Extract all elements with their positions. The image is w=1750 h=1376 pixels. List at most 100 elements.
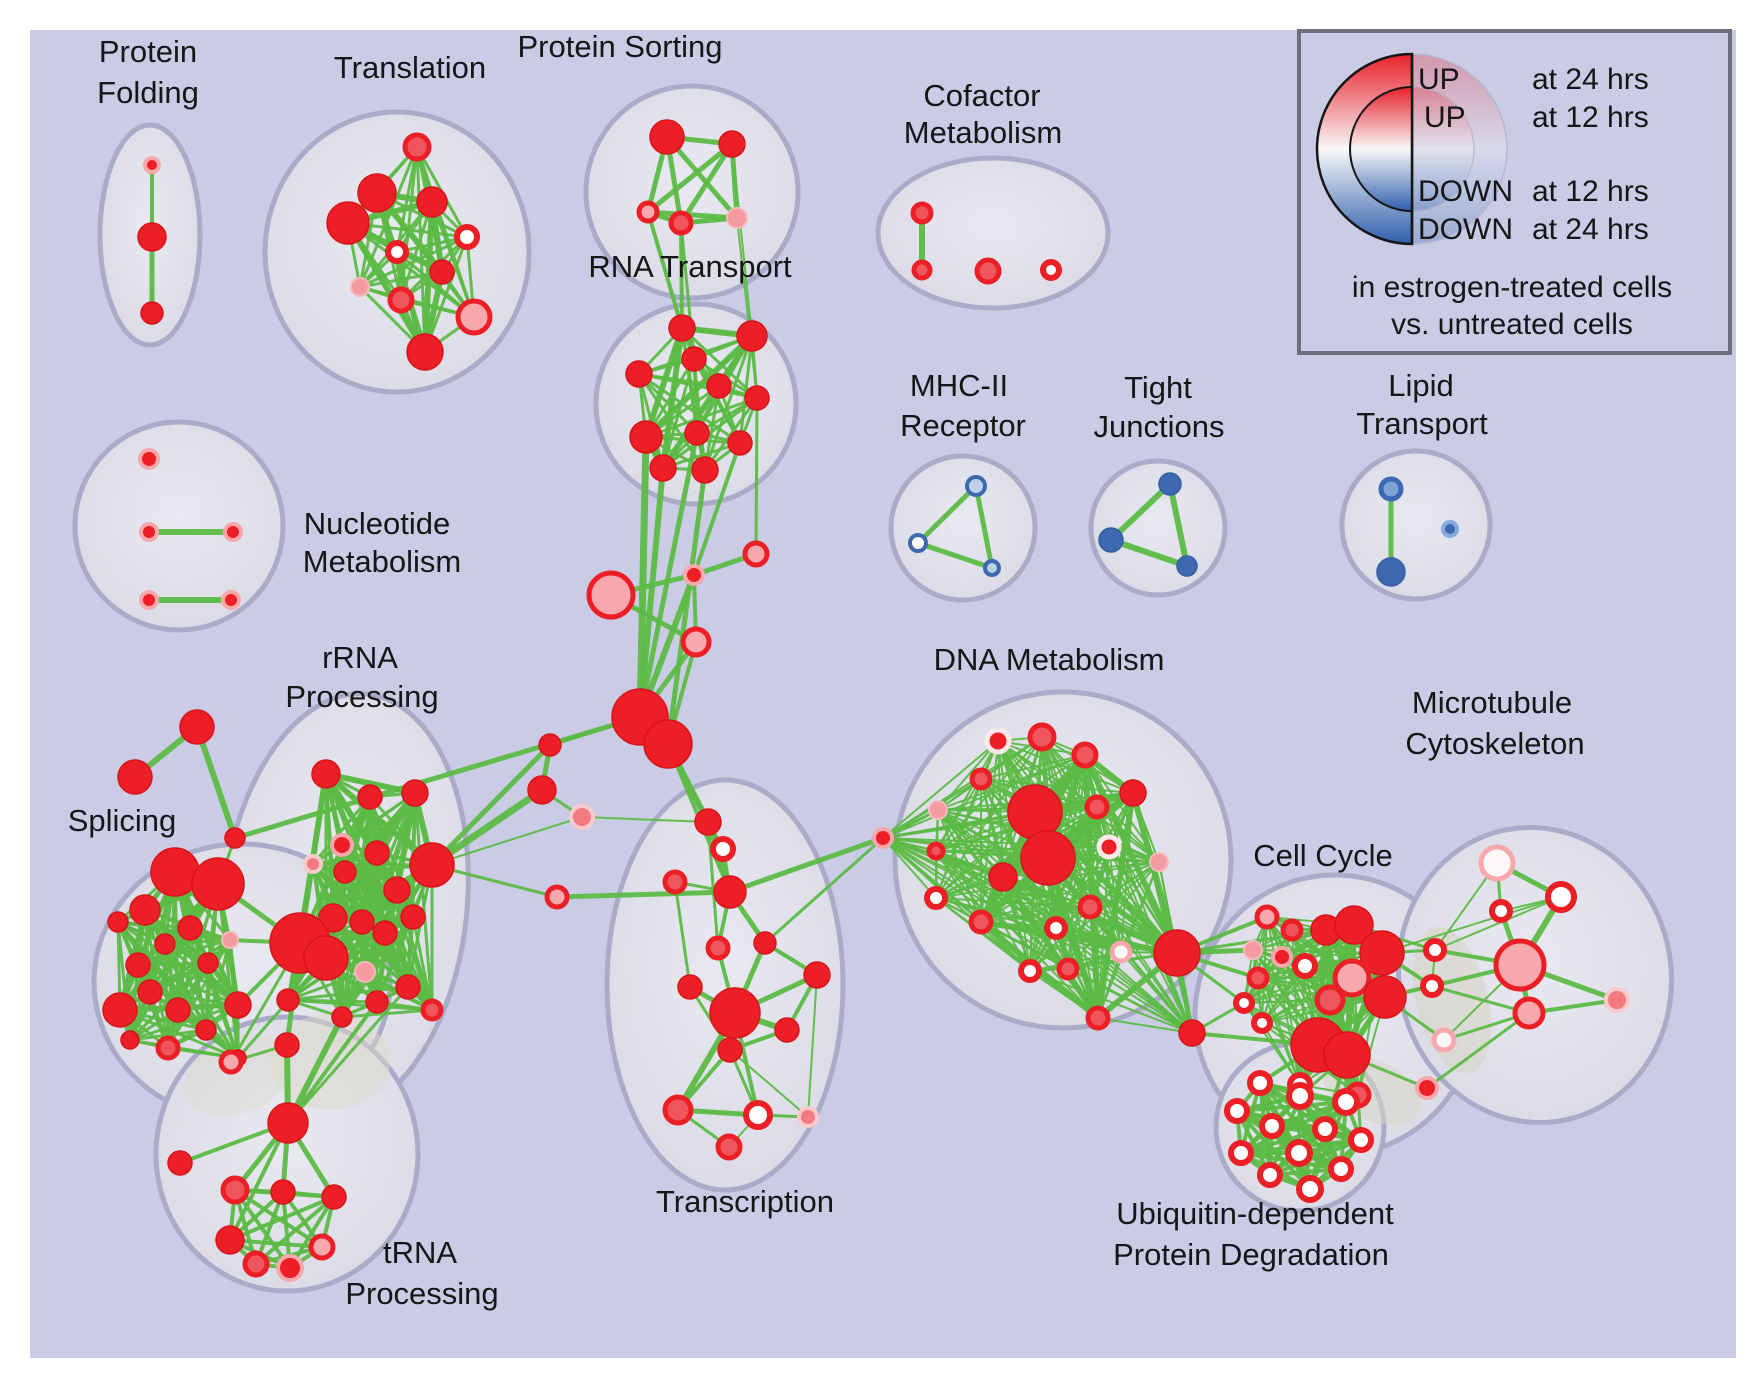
gene-node [387,286,415,314]
gene-node [385,240,409,264]
interaction-edge [228,1195,336,1242]
cluster-label-ub: Protein Degradation [1113,1237,1389,1272]
gene-node [395,974,421,1000]
interaction-edge [1108,481,1173,543]
gene-node [139,522,159,542]
interaction-edge [1108,537,1190,569]
gene-node [726,207,748,229]
interaction-edge [323,771,435,868]
gene-node [1018,959,1042,983]
gene-node [1176,555,1198,577]
gene-node [910,201,934,225]
gene-node [429,259,455,285]
gene-node [1280,918,1304,942]
gene-node [140,301,164,325]
gene-node [267,1102,309,1144]
gene-node [1348,1127,1374,1153]
gene-node [705,935,731,961]
interaction-edge [194,724,238,841]
cluster-label-tj: Junctions [1094,409,1225,444]
cluster-label-ps: Protein Sorting [517,29,722,64]
interaction-edge [915,483,979,546]
gene-node [416,186,448,218]
gene-node [197,952,219,974]
gene-node [649,119,685,155]
interaction-edge [645,141,735,215]
gene-node [1271,946,1293,968]
gene-node [308,1233,336,1261]
cluster-label-pf: Protein [99,34,197,69]
interaction-edge [703,334,754,472]
interaction-edge [882,837,937,899]
gene-node [311,759,341,789]
cluster-label-tc: Transcription [656,1184,834,1219]
gene-node [709,987,761,1039]
gene-node [538,733,562,757]
interaction-edge [997,740,1098,808]
gene-node [221,931,239,949]
interaction-edge [660,333,755,471]
interaction-edge [148,990,240,1007]
interaction-edge [692,441,742,577]
gene-node [331,1006,353,1028]
cluster-overlap-patch [270,1014,390,1110]
cluster-label-tn: Processing [345,1276,498,1311]
interaction-edge [232,714,643,841]
gene-node [969,767,993,791]
gene-node [1085,1005,1111,1031]
gene-node [372,920,398,946]
gene-node [1296,1175,1324,1203]
gene-node [107,911,129,933]
cluster-label-cm: Metabolism [904,115,1063,150]
gene-node [1323,1031,1371,1079]
legend-time-label: at 12 hrs [1532,175,1649,208]
gene-node [1423,938,1447,962]
gene-node [402,132,432,162]
gene-node [1420,974,1444,998]
interaction-edge [1089,906,1193,1034]
interaction-edge [727,835,886,895]
gene-node [774,1017,800,1043]
gene-node [544,884,570,910]
gene-node [1415,1076,1439,1100]
gene-node [274,1032,300,1058]
interaction-edge [644,396,759,439]
gene-node [988,862,1018,892]
interaction-edge [286,985,410,1002]
gene-node [223,522,243,542]
gene-node [326,201,370,245]
gene-node [684,420,710,446]
cluster-label-mh: MHC-II [910,368,1008,403]
interaction-edge [637,372,742,445]
interaction-edge [1239,1127,1327,1155]
gene-node [694,808,722,836]
gene-node [137,979,163,1005]
interaction-edge [430,200,476,319]
interaction-edge [703,384,721,472]
gene-node [333,860,357,884]
gene-node [1027,722,1057,752]
legend-direction-label: UP [1424,101,1466,134]
gene-node [713,875,747,909]
gene-node [1247,1070,1273,1096]
gene-node [984,727,1012,755]
gene-node [420,998,444,1022]
gene-node [224,991,252,1019]
gene-node [102,992,138,1028]
gene-node [1259,1113,1285,1139]
gene-node [569,804,595,830]
gene-node [1478,844,1516,882]
nodes-layer [102,119,1630,1282]
gene-node [1056,957,1080,981]
interaction-edge [228,1238,324,1249]
interaction-edge [643,333,755,440]
gene-node [1071,741,1099,769]
gene-node [125,952,151,978]
gene-node [706,373,732,399]
gene-node [1359,930,1405,976]
gene-node [1224,1098,1250,1124]
cluster-outline-mh [888,453,1038,603]
gene-node [1286,1082,1314,1110]
gene-node [406,333,444,371]
